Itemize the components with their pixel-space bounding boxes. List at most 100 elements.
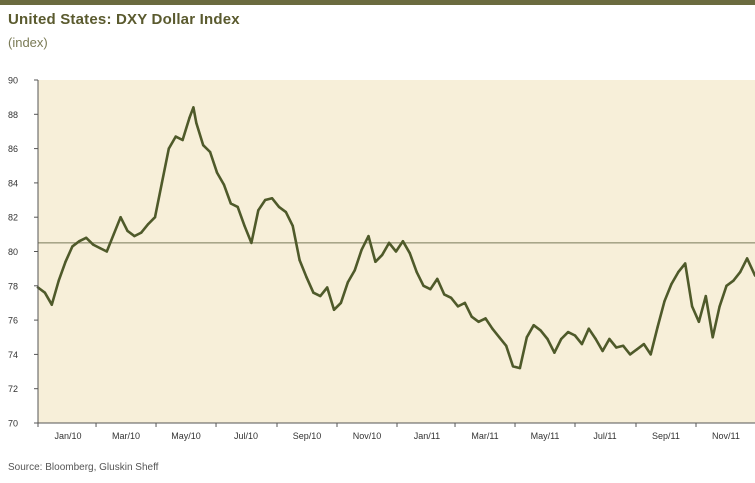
data-point <box>91 243 95 246</box>
data-point <box>525 336 528 339</box>
data-point <box>566 330 570 334</box>
data-point <box>498 336 501 339</box>
data-point <box>367 234 370 238</box>
data-point <box>381 253 384 257</box>
data-point <box>656 325 659 329</box>
data-point <box>408 252 411 255</box>
data-point <box>353 269 356 272</box>
dxy-line-chart: 70 72 74 76 78 80 82 84 86 88 90 Jan/10 Mar/10 May/1… <box>8 76 755 441</box>
data-point <box>732 279 735 282</box>
data-point <box>305 276 308 279</box>
data-point <box>153 216 157 219</box>
data-point <box>628 353 632 356</box>
y-tick-label: 80 <box>8 247 18 257</box>
axes <box>34 79 755 427</box>
data-point <box>704 294 707 298</box>
x-tick-label: Sep/11 <box>652 431 680 441</box>
data-point <box>443 293 446 296</box>
data-point <box>518 366 522 370</box>
data-point <box>188 116 191 119</box>
data-point <box>57 279 60 282</box>
data-point <box>250 241 253 245</box>
data-point <box>133 234 136 238</box>
x-tick-label: Jul/10 <box>234 431 258 441</box>
y-tick-label: 76 <box>8 316 18 326</box>
data-point <box>532 324 535 327</box>
data-point <box>684 262 687 265</box>
data-point <box>140 231 143 234</box>
data-point <box>587 327 590 330</box>
data-point <box>697 320 701 323</box>
data-point <box>257 209 260 212</box>
data-point <box>174 135 177 138</box>
data-point <box>195 121 198 125</box>
source-note: Source: Bloomberg, Gluskin Sheff <box>8 462 159 473</box>
data-point <box>725 284 728 287</box>
x-tick-label: Jan/11 <box>414 431 440 441</box>
x-tick-label: Sep/10 <box>293 431 322 441</box>
data-point <box>401 240 405 243</box>
data-point <box>64 260 67 263</box>
data-point <box>739 270 742 274</box>
data-point <box>277 205 281 209</box>
data-point <box>71 245 74 248</box>
data-point <box>553 351 556 354</box>
series-layer <box>36 106 755 370</box>
data-point <box>718 305 721 308</box>
x-tick-label: Mar/11 <box>471 431 498 441</box>
data-point <box>264 198 267 202</box>
data-point <box>477 320 480 323</box>
x-tick-label: May/10 <box>171 431 201 441</box>
data-point <box>677 270 680 274</box>
data-point <box>635 348 639 351</box>
data-point <box>326 286 329 289</box>
x-tick-label: Mar/10 <box>112 431 140 441</box>
data-point <box>422 284 425 287</box>
data-point <box>387 241 391 245</box>
data-point <box>360 248 363 251</box>
y-tick-label: 78 <box>8 281 18 291</box>
data-point <box>160 181 164 185</box>
y-tick-label: 70 <box>8 419 18 429</box>
data-point <box>711 336 714 339</box>
data-point <box>449 296 453 299</box>
y-tick-labels: 70 72 74 76 78 80 82 84 86 88 90 <box>8 76 18 429</box>
x-tick-label: May/11 <box>531 431 560 441</box>
data-point <box>222 183 226 186</box>
data-point <box>119 216 122 219</box>
data-point <box>615 346 618 349</box>
data-point <box>690 305 694 308</box>
chart-subtitle: (index) <box>8 35 48 50</box>
data-point <box>608 337 611 341</box>
dxy-series-line <box>36 106 755 370</box>
data-point <box>663 300 666 303</box>
data-point <box>573 334 577 337</box>
data-point <box>319 294 322 298</box>
data-point <box>167 147 170 150</box>
data-point <box>291 224 294 227</box>
data-point <box>192 106 195 109</box>
data-point <box>236 205 239 209</box>
data-point <box>181 138 184 142</box>
data-point <box>105 250 109 253</box>
data-point <box>43 291 47 294</box>
x-tick-label: Nov/10 <box>353 431 382 441</box>
data-point <box>745 257 749 260</box>
data-point <box>208 150 212 154</box>
data-point <box>284 210 288 214</box>
data-point <box>642 342 646 346</box>
data-point <box>649 353 652 356</box>
data-point <box>463 301 467 305</box>
data-point <box>339 301 343 305</box>
data-point <box>78 240 81 243</box>
data-point <box>560 337 563 341</box>
chart-title: United States: DXY Dollar Index <box>8 11 240 28</box>
data-point <box>98 246 102 250</box>
data-point <box>484 317 487 320</box>
data-point <box>229 202 232 205</box>
data-point <box>491 327 494 330</box>
x-tick-label: Jul/11 <box>593 431 616 441</box>
data-point <box>436 277 439 281</box>
data-point <box>50 303 53 306</box>
data-point <box>594 337 597 341</box>
